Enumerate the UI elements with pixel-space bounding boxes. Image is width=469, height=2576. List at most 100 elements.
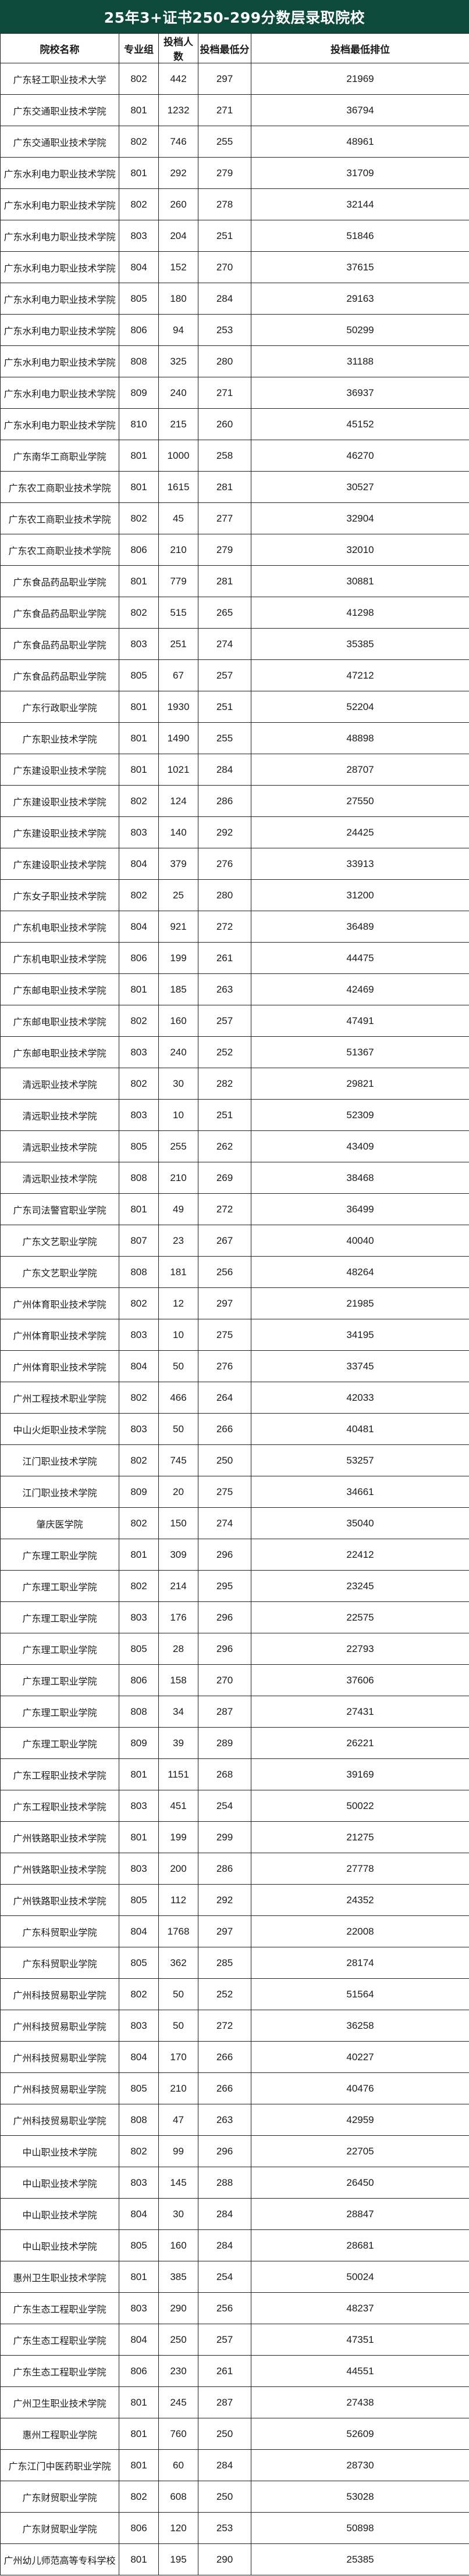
table-row: 广东交通职业技术学院 801 1232 271 36794 [0, 94, 469, 126]
cell-min-score: 271 [198, 377, 251, 409]
cell-group: 801 [119, 754, 159, 786]
cell-min-rank: 41298 [251, 597, 469, 629]
cell-group: 803 [119, 220, 159, 252]
cell-min-rank: 45152 [251, 408, 469, 440]
cell-count: 45 [158, 502, 198, 534]
cell-school-name: 广东理工职业学院 [0, 1539, 119, 1571]
cell-count: 245 [158, 2386, 198, 2418]
table-row: 广东江门中医药职业学院 801 60 284 28730 [0, 2449, 469, 2481]
cell-school-name: 广东邮电职业技术学院 [0, 1036, 119, 1068]
cell-min-rank: 32144 [251, 188, 469, 220]
cell-school-name: 广东食品药品职业学院 [0, 628, 119, 660]
cell-count: 1232 [158, 94, 198, 126]
cell-group: 803 [119, 1319, 159, 1351]
cell-min-rank: 29163 [251, 283, 469, 315]
cell-min-rank: 50022 [251, 1790, 469, 1822]
cell-min-rank: 37615 [251, 251, 469, 283]
cell-min-score: 257 [198, 2324, 251, 2356]
table-row: 江门职业技术学院 809 20 275 34661 [0, 1476, 469, 1508]
cell-count: 210 [158, 2072, 198, 2104]
cell-count: 255 [158, 1130, 198, 1162]
cell-group: 808 [119, 345, 159, 377]
cell-group: 808 [119, 1696, 159, 1728]
table-row: 清远职业技术学院 802 30 282 29821 [0, 1068, 469, 1100]
cell-min-score: 264 [198, 1382, 251, 1414]
cell-group: 803 [119, 1036, 159, 1068]
cell-min-rank: 35385 [251, 628, 469, 660]
cell-count: 10 [158, 1099, 198, 1131]
cell-group: 802 [119, 1444, 159, 1476]
cell-min-rank: 39169 [251, 1758, 469, 1790]
cell-min-score: 263 [198, 973, 251, 1005]
cell-school-name: 广东食品药品职业学院 [0, 659, 119, 691]
cell-min-rank: 43409 [251, 1130, 469, 1162]
cell-min-score: 290 [198, 2543, 251, 2575]
cell-min-score: 278 [198, 188, 251, 220]
cell-count: 50 [158, 2010, 198, 2042]
cell-school-name: 广东邮电职业技术学院 [0, 973, 119, 1005]
cell-group: 802 [119, 2481, 159, 2513]
cell-min-score: 250 [198, 2481, 251, 2513]
cell-count: 608 [158, 2481, 198, 2513]
cell-count: 50 [158, 1350, 198, 1382]
cell-count: 260 [158, 188, 198, 220]
cell-min-rank: 23245 [251, 1570, 469, 1602]
cell-min-rank: 27778 [251, 1853, 469, 1885]
cell-count: 210 [158, 534, 198, 566]
cell-min-score: 250 [198, 1444, 251, 1476]
cell-min-score: 266 [198, 1413, 251, 1445]
cell-school-name: 广东机电职业技术学院 [0, 911, 119, 943]
cell-school-name: 广州体育职业技术学院 [0, 1287, 119, 1319]
cell-group: 808 [119, 2104, 159, 2136]
table-row: 广东理工职业学院 808 34 287 27431 [0, 1696, 469, 1728]
cell-group: 802 [119, 1382, 159, 1414]
cell-count: 1021 [158, 754, 198, 786]
cell-min-score: 255 [198, 126, 251, 158]
cell-min-rank: 28681 [251, 2229, 469, 2261]
cell-school-name: 广州铁路职业技术学院 [0, 1884, 119, 1916]
cell-min-rank: 48961 [251, 126, 469, 158]
cell-min-rank: 22412 [251, 1539, 469, 1571]
cell-school-name: 广东文艺职业学院 [0, 1225, 119, 1257]
table-row: 广东水利电力职业技术学院 805 180 284 29163 [0, 283, 469, 315]
cell-min-score: 287 [198, 1696, 251, 1728]
cell-school-name: 广州铁路职业技术学院 [0, 1821, 119, 1853]
cell-min-score: 284 [198, 2229, 251, 2261]
cell-min-rank: 27550 [251, 785, 469, 817]
cell-count: 214 [158, 1570, 198, 1602]
cell-min-rank: 38468 [251, 1162, 469, 1194]
cell-min-score: 275 [198, 1319, 251, 1351]
table-row: 广东财贸职业学院 802 608 250 53028 [0, 2481, 469, 2513]
cell-count: 170 [158, 2041, 198, 2073]
table-row: 中山职业技术学院 803 145 288 26450 [0, 2167, 469, 2199]
cell-min-rank: 51846 [251, 220, 469, 252]
cell-count: 12 [158, 1287, 198, 1319]
cell-min-score: 271 [198, 94, 251, 126]
cell-min-rank: 36794 [251, 94, 469, 126]
cell-group: 806 [119, 314, 159, 346]
cell-count: 204 [158, 220, 198, 252]
cell-count: 60 [158, 2449, 198, 2481]
table-row: 广州铁路职业技术学院 801 199 299 21275 [0, 1821, 469, 1853]
cell-min-rank: 37606 [251, 1664, 469, 1696]
cell-count: 181 [158, 1256, 198, 1288]
cell-min-score: 258 [198, 440, 251, 472]
cell-group: 803 [119, 1601, 159, 1633]
cell-min-score: 251 [198, 220, 251, 252]
cell-min-rank: 36258 [251, 2010, 469, 2042]
cell-group: 804 [119, 2324, 159, 2356]
cell-min-rank: 36489 [251, 911, 469, 943]
cell-min-score: 280 [198, 879, 251, 911]
cell-group: 803 [119, 2010, 159, 2042]
cell-school-name: 广东建设职业技术学院 [0, 848, 119, 880]
cell-school-name: 江门职业技术学院 [0, 1444, 119, 1476]
cell-min-score: 253 [198, 314, 251, 346]
cell-group: 805 [119, 659, 159, 691]
table-row: 清远职业技术学院 808 210 269 38468 [0, 1162, 469, 1194]
cell-min-score: 274 [198, 628, 251, 660]
cell-group: 801 [119, 2261, 159, 2293]
cell-count: 50 [158, 1978, 198, 2010]
cell-count: 150 [158, 1507, 198, 1539]
table-row: 中山职业技术学院 805 160 284 28681 [0, 2229, 469, 2261]
cell-count: 746 [158, 126, 198, 158]
